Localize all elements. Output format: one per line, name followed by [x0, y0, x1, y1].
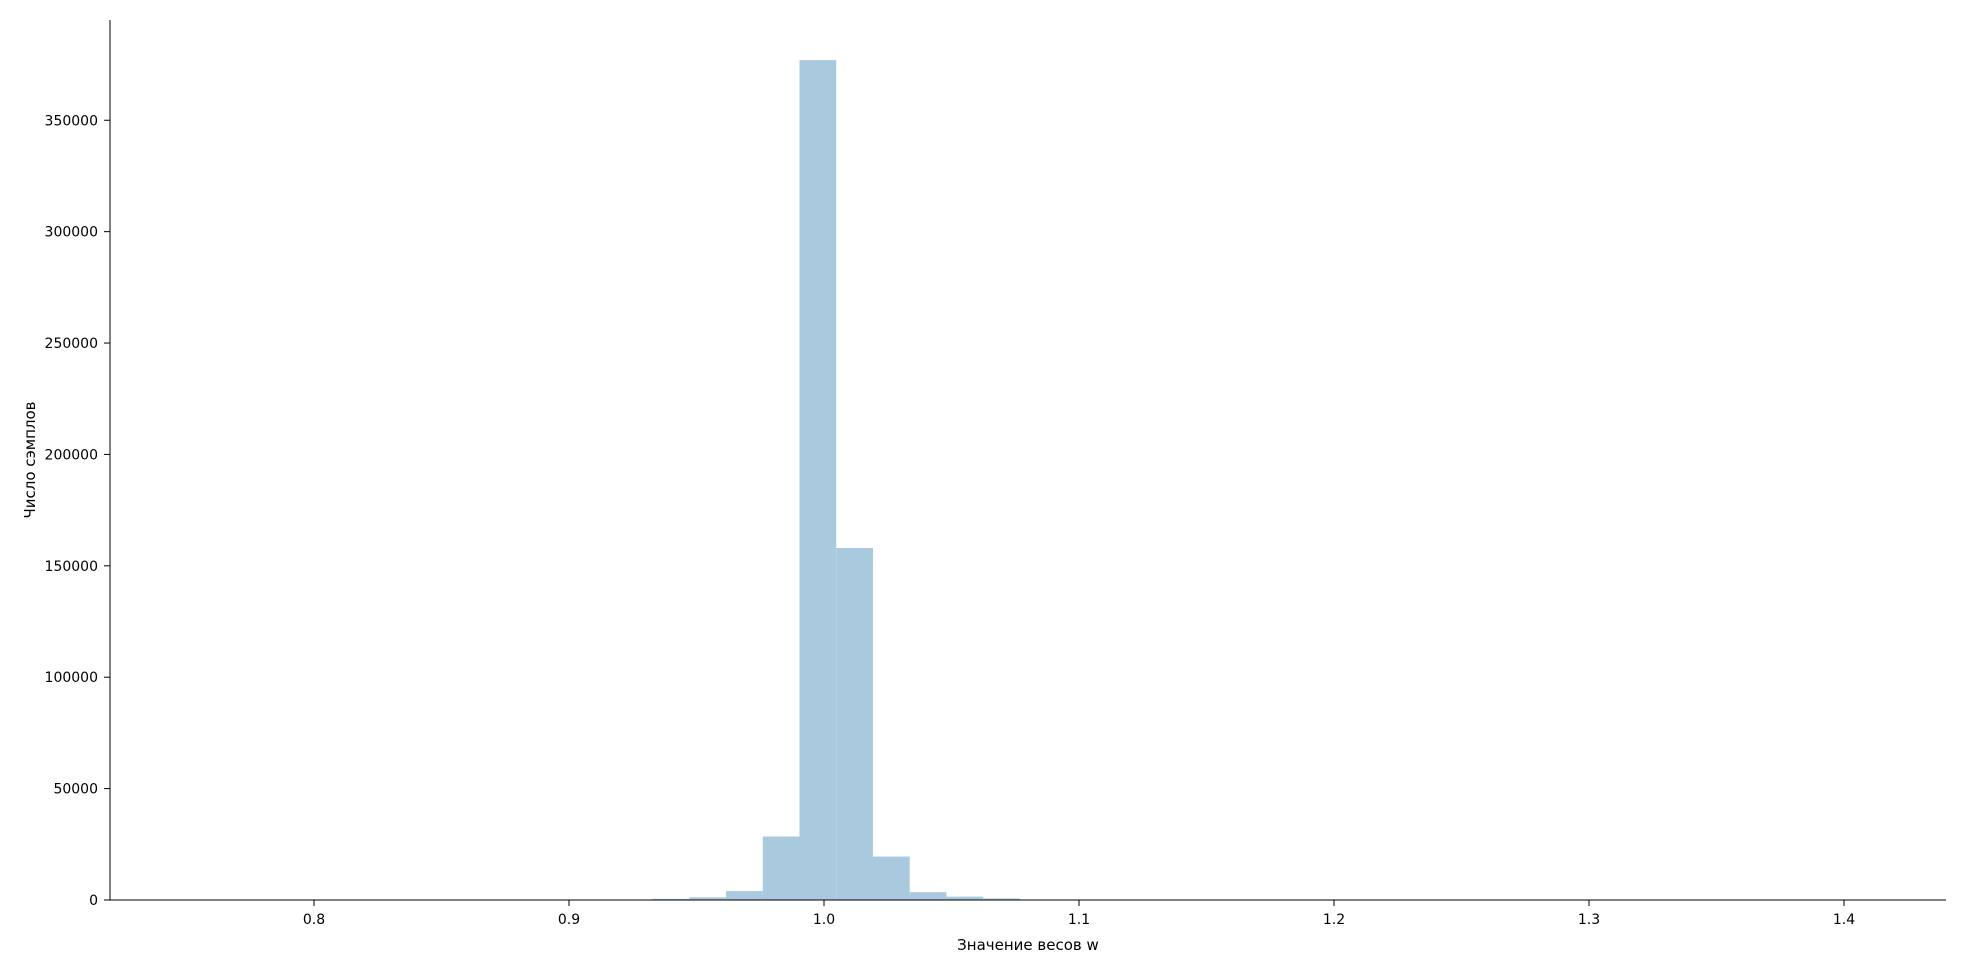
x-tick-label: 0.9	[558, 912, 580, 928]
histogram-bar	[800, 60, 837, 900]
histogram-bar	[726, 891, 763, 900]
histogram-bar	[763, 837, 800, 900]
chart-svg: 0.8 0.9 1.0 1.1 1.2 1.3 1.4 0 50000 100000 150000 2…	[0, 0, 1986, 980]
y-tick-label: 250000	[45, 336, 98, 352]
histogram-chart: 0.8 0.9 1.0 1.1 1.2 1.3 1.4 0 50000 100000 150000 2…	[0, 0, 1986, 980]
histogram-bar	[946, 897, 983, 900]
histogram-bar	[910, 892, 947, 900]
histogram-bar	[836, 548, 873, 900]
x-tick-label: 1.2	[1323, 912, 1345, 928]
x-tick-label: 1.4	[1833, 912, 1855, 928]
y-tick-label: 100000	[45, 670, 98, 686]
y-tick-label: 150000	[45, 559, 98, 575]
y-tick-label: 50000	[53, 782, 98, 798]
y-axis-label: Число сэмплов	[21, 401, 39, 518]
histogram-bar	[873, 857, 910, 900]
x-axis-label: Значение весов w	[957, 936, 1099, 954]
x-tick-label: 0.8	[303, 912, 325, 928]
y-tick-label: 200000	[45, 447, 98, 463]
x-tick-label: 1.1	[1068, 912, 1090, 928]
x-tick-label: 1.0	[813, 912, 835, 928]
y-tick-label: 0	[89, 893, 98, 909]
y-tick-label: 350000	[45, 113, 98, 129]
y-tick-label: 300000	[45, 225, 98, 241]
x-tick-label: 1.3	[1578, 912, 1600, 928]
